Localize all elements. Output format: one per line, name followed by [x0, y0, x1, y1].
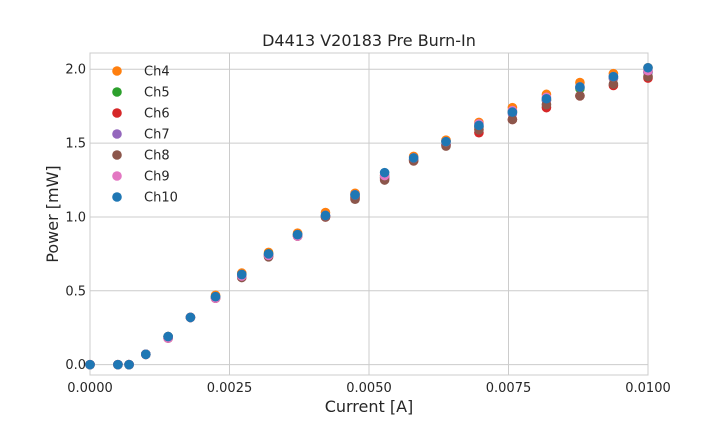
grid — [89, 53, 649, 375]
data-point-ch8 — [608, 79, 619, 89]
legend-label-ch4: Ch4 — [144, 65, 170, 80]
legend-marker-ch7 — [112, 129, 122, 139]
data-point-ch10 — [113, 359, 123, 370]
legend-label-ch9: Ch9 — [144, 170, 170, 185]
data-point-ch10 — [185, 312, 196, 323]
legend-label-ch7: Ch7 — [144, 128, 170, 143]
data-point-ch10 — [379, 167, 390, 178]
legend-label-ch10: Ch10 — [144, 191, 178, 206]
data-point-ch10 — [541, 93, 552, 104]
data-point-ch10 — [474, 120, 484, 131]
x-tick-label: 0.0100 — [625, 381, 671, 396]
y-tick-label: 1.0 — [65, 210, 86, 225]
data-point-ch10 — [350, 189, 360, 200]
data-point-ch10 — [408, 153, 419, 163]
x-tick-label: 0.0075 — [486, 381, 532, 396]
y-tick-label: 0.5 — [65, 284, 86, 299]
data-point-ch10 — [236, 269, 247, 280]
data-point-ch10 — [292, 229, 303, 240]
data-points — [85, 62, 653, 370]
legend: Ch4 Ch5 Ch6 Ch7 Ch8 Ch9 Ch10 — [112, 65, 178, 206]
legend-marker-ch4 — [112, 66, 122, 76]
legend-marker-ch6 — [112, 108, 122, 118]
data-point-ch10 — [608, 71, 619, 82]
x-axis-ticks: 0.0000 0.0025 0.0050 0.0075 0.0100 — [67, 381, 671, 396]
y-axis-label: Power [mW] — [43, 165, 62, 262]
legend-label-ch6: Ch6 — [144, 107, 170, 122]
y-tick-label: 0.0 — [65, 358, 86, 373]
legend-marker-ch10 — [112, 192, 122, 202]
y-axis-ticks: 0.0 0.5 1.0 1.5 2.0 — [65, 63, 86, 373]
legend-marker-ch5 — [112, 87, 122, 97]
data-point-ch8 — [507, 114, 518, 125]
data-point-ch10 — [441, 136, 451, 147]
legend-label-ch5: Ch5 — [144, 86, 170, 101]
legend-marker-ch8 — [112, 150, 122, 160]
x-tick-label: 0.0050 — [346, 381, 392, 396]
legend-label-ch8: Ch8 — [144, 149, 170, 164]
y-tick-label: 2.0 — [65, 63, 86, 78]
data-point-ch10 — [141, 349, 151, 360]
data-point-ch10 — [507, 107, 518, 117]
x-tick-label: 0.0025 — [207, 381, 253, 396]
data-point-ch10 — [643, 62, 653, 73]
data-point-ch10 — [575, 82, 585, 92]
data-point-ch10 — [210, 291, 221, 302]
x-axis-label: Current [A] — [325, 397, 414, 416]
y-tick-label: 1.5 — [65, 137, 86, 152]
x-tick-label: 0.0000 — [67, 381, 113, 396]
legend-marker-ch9 — [112, 171, 122, 181]
data-point-ch10 — [163, 331, 173, 342]
data-point-ch8 — [575, 91, 585, 101]
data-point-ch10 — [124, 359, 134, 370]
data-point-ch10 — [263, 249, 274, 259]
data-point-ch10 — [320, 210, 331, 221]
chart-title: D4413 V20183 Pre Burn-In — [262, 31, 476, 50]
data-point-ch10 — [85, 359, 95, 370]
series-ch10 — [85, 62, 653, 370]
